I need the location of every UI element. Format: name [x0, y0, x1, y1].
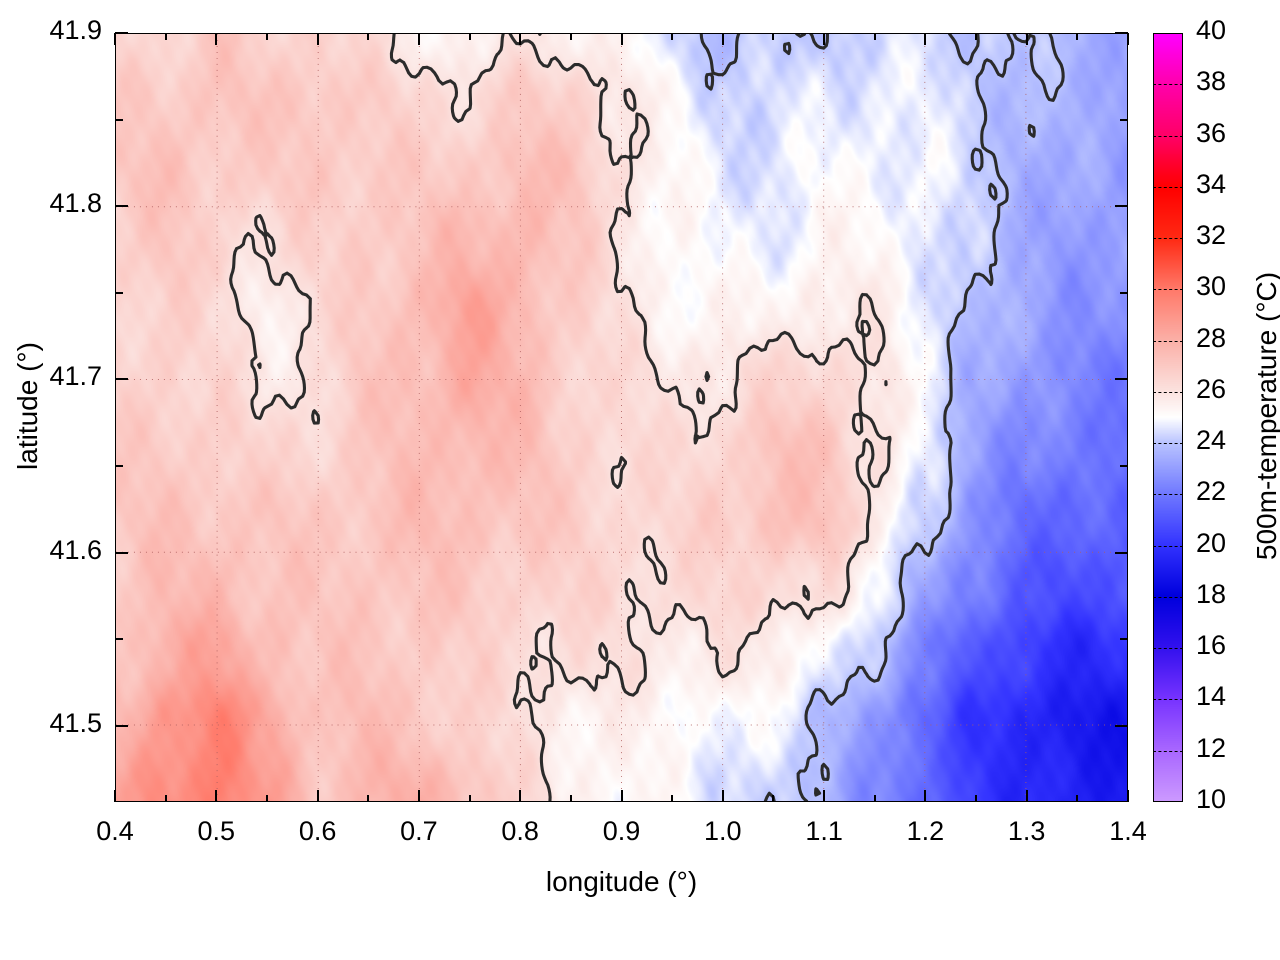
grid-lines: [116, 34, 1127, 801]
colorbar-tick-label-8: 26: [1196, 373, 1227, 404]
colorbar-tick-label-5: 20: [1196, 527, 1227, 558]
colorbar-tick-label-15: 40: [1196, 15, 1227, 45]
colorbar-tick-label-11: 32: [1196, 220, 1227, 251]
colorbar-tick-label-6: 22: [1196, 476, 1227, 507]
y-tick-label-2: 41.7: [49, 361, 102, 392]
y-tick-label-1: 41.6: [49, 534, 102, 565]
colorbar-tick-label-9: 28: [1196, 322, 1227, 353]
contour-lines: [229, 34, 1065, 801]
x-tick-label-4: 0.8: [501, 816, 539, 846]
x-axis-title: longitude (°): [545, 866, 698, 897]
colorbar-tick-label-4: 18: [1196, 578, 1227, 609]
x-tick-label-5: 0.9: [602, 816, 641, 846]
x-tick-label-7: 1.1: [805, 816, 843, 846]
colorbar-tick-label-14: 38: [1196, 66, 1227, 97]
colorbar-tick-label-10: 30: [1196, 271, 1227, 302]
y-tick-label-0: 41.5: [49, 707, 102, 738]
colorbar-gradient: [1154, 34, 1182, 801]
colorbar-segment-dividers: [1153, 33, 1183, 802]
heatmap-plot-area: [115, 33, 1128, 802]
x-tick-label-10: 1.4: [1109, 816, 1147, 846]
colorbar-tick-label-3: 16: [1196, 630, 1227, 661]
y-tick-label-3: 41.8: [49, 188, 102, 219]
x-tick-label-0: 0.4: [96, 816, 134, 846]
colorbar-tick-label-1: 12: [1196, 732, 1227, 763]
colorbar: [1153, 33, 1183, 802]
x-tick-label-1: 0.5: [197, 816, 236, 846]
y-axis-title: latitude (°): [12, 342, 43, 470]
x-tick-label-9: 1.3: [1007, 816, 1046, 846]
x-tick-label-2: 0.6: [298, 816, 337, 846]
colorbar-tick-label-13: 36: [1196, 117, 1227, 148]
x-tick-label-8: 1.2: [906, 816, 945, 846]
colorbar-tick-label-0: 10: [1196, 784, 1227, 814]
x-tick-label-6: 1.0: [704, 816, 742, 846]
colorbar-title: 500m-temperature (°C): [1251, 271, 1280, 561]
colorbar-tick-label-2: 14: [1196, 681, 1227, 712]
x-tick-label-3: 0.7: [400, 816, 438, 846]
colorbar-tick-label-7: 24: [1196, 425, 1227, 456]
y-tick-label-4: 41.9: [49, 15, 102, 45]
colorbar-tick-label-12: 34: [1196, 168, 1227, 199]
